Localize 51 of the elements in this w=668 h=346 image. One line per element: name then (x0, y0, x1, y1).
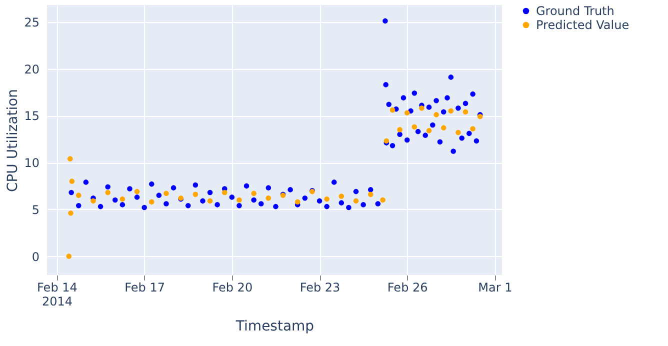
point (426, 128, 432, 134)
point (448, 108, 454, 114)
y-tick-label: 20 (24, 62, 40, 76)
point (222, 190, 228, 196)
x-axis-title: Timestamp (234, 318, 314, 334)
point (68, 210, 74, 216)
y-tick-label: 0 (32, 250, 40, 264)
legend-label: Ground Truth (536, 4, 614, 18)
point (148, 199, 154, 205)
y-tick-label: 25 (24, 15, 40, 30)
point (69, 178, 75, 184)
point (434, 112, 439, 118)
point (412, 124, 418, 130)
point (105, 190, 110, 196)
point (67, 156, 73, 162)
point (397, 127, 402, 132)
point (404, 110, 410, 116)
y-axis-title: CPU Utilization (5, 88, 22, 192)
point (462, 109, 468, 115)
point (440, 125, 446, 130)
point (324, 196, 330, 202)
x-tick-label: Feb 17 (124, 280, 165, 294)
y-tick-label: 15 (24, 109, 40, 124)
point (251, 190, 256, 196)
point (419, 105, 424, 111)
x-tick-label: Feb 23 (300, 280, 340, 294)
y-tick-label: 5 (32, 202, 40, 217)
point (266, 195, 272, 201)
point (236, 197, 242, 203)
point (66, 254, 72, 259)
point (207, 198, 213, 204)
point (134, 188, 140, 194)
point (470, 126, 476, 132)
legend-label: Predicted Value (536, 18, 630, 32)
x-tick-label: Mar 1 (478, 280, 512, 294)
point (192, 192, 198, 198)
x-tick-label: Feb 20 (212, 280, 253, 294)
point (338, 194, 344, 199)
point (390, 107, 396, 113)
point (90, 198, 96, 204)
point (76, 192, 82, 198)
x-tick-label: Feb 14 2014 (37, 280, 78, 308)
point (294, 199, 300, 205)
point (456, 130, 461, 136)
point (353, 198, 359, 204)
point (368, 192, 374, 198)
x-tick-label: Feb 26 (387, 280, 428, 294)
y-tick-label: 10 (24, 156, 40, 170)
point (164, 190, 169, 196)
point (120, 196, 126, 202)
point (380, 197, 386, 203)
